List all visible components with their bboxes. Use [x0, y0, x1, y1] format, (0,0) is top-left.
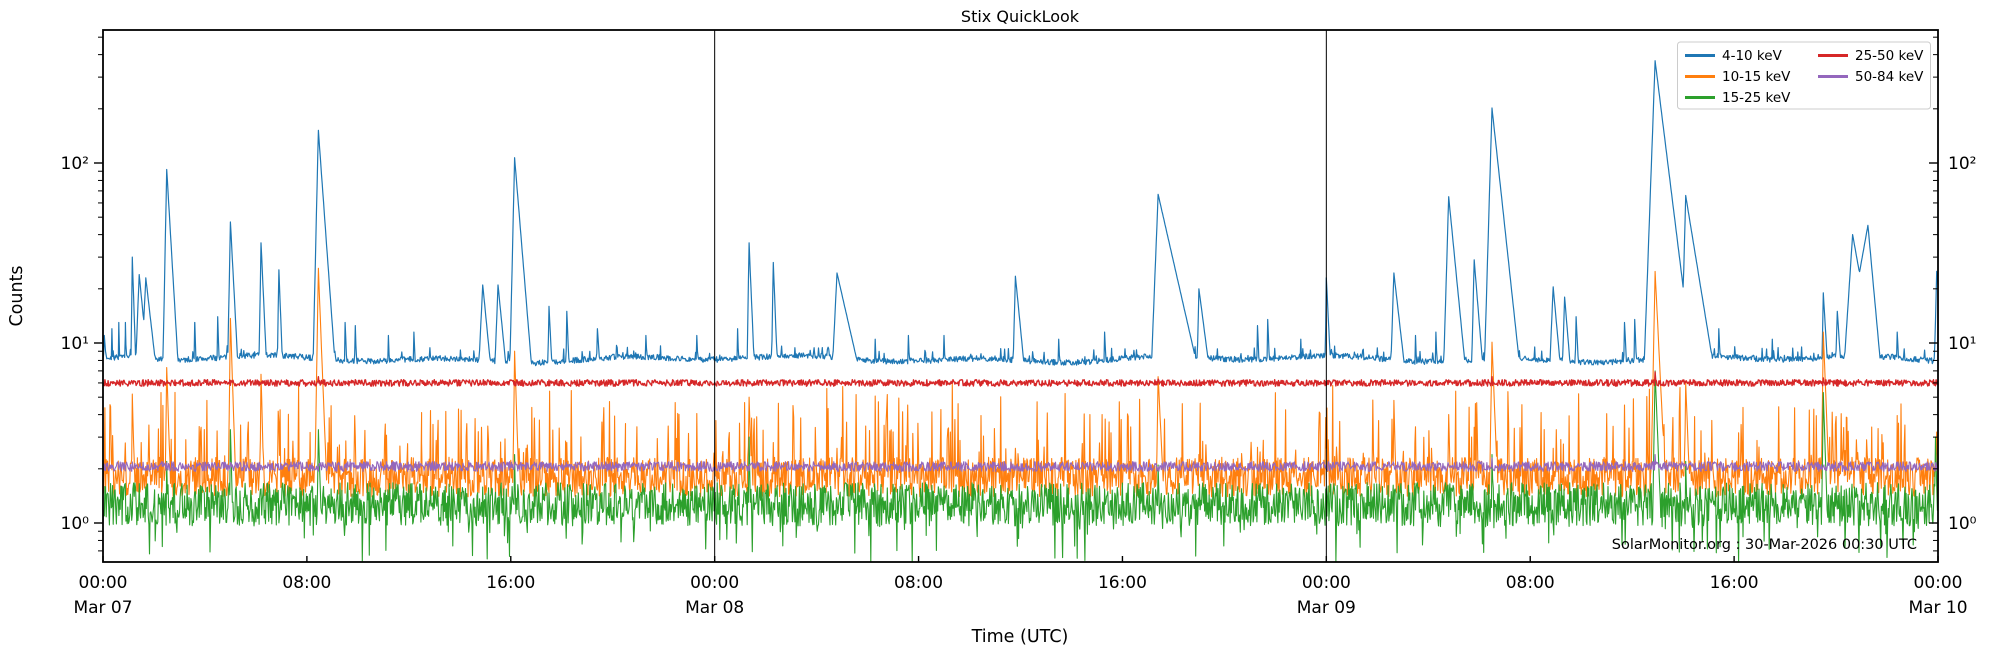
x-tick-day-label: Mar 09 — [1297, 598, 1356, 618]
legend-label-25-50kev: 25-50 keV — [1855, 48, 1924, 64]
x-tick-day-label: Mar 10 — [1908, 598, 1967, 618]
watermark: SolarMonitor.org : 30-Mar-2026 00:30 UTC — [1612, 537, 1917, 553]
x-tick-day-label: Mar 07 — [73, 598, 132, 618]
legend-label-4-10kev: 4-10 keV — [1722, 48, 1783, 64]
legend-label-10-15kev: 10-15 keV — [1722, 69, 1791, 85]
y-tick-label-right: 10¹ — [1948, 334, 1976, 354]
legend-box — [1677, 41, 1931, 110]
legend: 4-10 keV 10-15 keV 15-25 keV 25-50 keV 5… — [1677, 41, 1931, 110]
series-path-25-50-kev — [102, 371, 1939, 387]
series-path-15-25-kev — [102, 370, 1939, 563]
x-tick-label: 00:00 — [690, 573, 739, 593]
y-tick-label-right: 10² — [1948, 154, 1976, 174]
series-layer — [102, 60, 1939, 563]
x-tick-label: 00:00 — [79, 573, 128, 593]
axes-frame — [94, 29, 1939, 563]
y-tick-label-left: 10¹ — [61, 334, 89, 354]
y-axis-label: Counts — [7, 265, 27, 326]
plot-frame — [102, 29, 1939, 563]
x-tick-label: 08:00 — [282, 573, 331, 593]
x-tick-label: 08:00 — [894, 573, 943, 593]
x-tick-label: 00:00 — [1914, 573, 1963, 593]
x-tick-label: 08:00 — [1506, 573, 1555, 593]
legend-label-15-25kev: 15-25 keV — [1722, 90, 1791, 106]
x-tick-label: 16:00 — [1710, 573, 1759, 593]
y-tick-label-left: 10² — [61, 154, 89, 174]
tick-labels: 00:00 Mar 07 08:00 16:00 00:00 Mar 08 08:00 16:… — [61, 154, 1977, 618]
series-path-4-10-kev — [102, 60, 1939, 367]
chart-title: Stix QuickLook — [961, 7, 1080, 26]
x-axis-label: Time (UTC) — [971, 627, 1069, 647]
y-tick-label-right: 10⁰ — [1948, 514, 1977, 534]
x-tick-label: 00:00 — [1302, 573, 1351, 593]
x-tick-day-label: Mar 08 — [685, 598, 744, 618]
x-tick-label: 16:00 — [486, 573, 535, 593]
series-path-50-84-kev — [102, 454, 1939, 472]
legend-label-50-84kev: 50-84 keV — [1855, 69, 1924, 85]
y-tick-label-left: 10⁰ — [61, 514, 90, 534]
x-tick-label: 16:00 — [1098, 573, 1147, 593]
